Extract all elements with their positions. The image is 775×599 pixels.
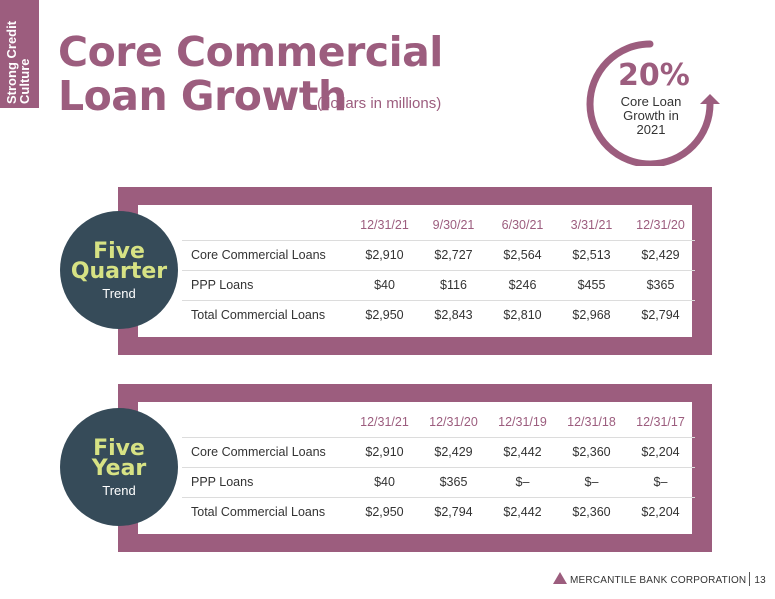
year-trend-badge: Five Year Trend bbox=[60, 408, 178, 526]
table-cell: $2,794 bbox=[419, 496, 488, 527]
table-header-row: 12/31/21 12/31/20 12/31/19 12/31/18 12/3… bbox=[182, 407, 695, 437]
table-cell: $2,794 bbox=[626, 299, 695, 330]
column-header: 3/31/21 bbox=[570, 217, 613, 232]
quarter-badge-line1: Five bbox=[93, 239, 145, 264]
table-cell: $455 bbox=[557, 269, 626, 300]
year-trend-table: 12/31/21 12/31/20 12/31/19 12/31/18 12/3… bbox=[182, 407, 695, 527]
header-spacer bbox=[182, 407, 350, 437]
column-header: 6/30/21 bbox=[501, 217, 544, 232]
table-header-row: 12/31/21 9/30/21 6/30/21 3/31/21 12/31/2… bbox=[182, 210, 695, 240]
table-cell: $2,360 bbox=[557, 496, 626, 527]
column-header: 12/31/21 bbox=[360, 217, 409, 232]
table-cell: $40 bbox=[350, 269, 419, 300]
table-row: Core Commercial Loans $2,910 $2,727 $2,5… bbox=[182, 239, 695, 270]
company-name: MERCANTILE BANK CORPORATION bbox=[570, 575, 747, 586]
table-row: Core Commercial Loans $2,910 $2,429 $2,4… bbox=[182, 436, 695, 467]
year-badge-line1: Five bbox=[93, 436, 145, 461]
table-cell: $– bbox=[626, 466, 695, 497]
table-cell: $2,564 bbox=[488, 239, 557, 270]
table-cell: $2,950 bbox=[350, 496, 419, 527]
table-cell: $116 bbox=[419, 269, 488, 300]
table-cell: $2,810 bbox=[488, 299, 557, 330]
table-cell: $2,968 bbox=[557, 299, 626, 330]
table-cell: $365 bbox=[626, 269, 695, 300]
header-spacer bbox=[182, 210, 350, 240]
row-label: Core Commercial Loans bbox=[182, 436, 350, 467]
page-subtitle: (dollars in millions) bbox=[317, 95, 442, 112]
table-cell: $2,727 bbox=[419, 239, 488, 270]
section-tab-label: Strong Credit Culture bbox=[4, 4, 32, 105]
table-cell: $– bbox=[557, 466, 626, 497]
table-cell: $246 bbox=[488, 269, 557, 300]
table-cell: $365 bbox=[419, 466, 488, 497]
footer-divider bbox=[749, 572, 751, 586]
column-header: 12/31/18 bbox=[567, 414, 616, 429]
row-label: PPP Loans bbox=[182, 269, 350, 300]
table-cell: $– bbox=[488, 466, 557, 497]
table-cell: $2,429 bbox=[626, 239, 695, 270]
year-badge-line3: Trend bbox=[102, 483, 136, 498]
growth-callout: 20% Core Loan Growth in 2021 bbox=[582, 36, 722, 166]
quarter-trend-table: 12/31/21 9/30/21 6/30/21 3/31/21 12/31/2… bbox=[182, 210, 695, 330]
column-header: 12/31/17 bbox=[636, 414, 685, 429]
row-label: Total Commercial Loans bbox=[182, 299, 350, 330]
row-label: PPP Loans bbox=[182, 466, 350, 497]
table-cell: $2,910 bbox=[350, 239, 419, 270]
table-cell: $2,429 bbox=[419, 436, 488, 467]
table-row: PPP Loans $40 $365 $– $– $– bbox=[182, 466, 695, 497]
page-title: Core Commercial Loan Growth bbox=[58, 30, 443, 118]
column-header: 12/31/19 bbox=[498, 414, 547, 429]
circular-arrow-icon bbox=[586, 40, 720, 166]
page-number: 13 bbox=[754, 575, 766, 586]
table-row: Total Commercial Loans $2,950 $2,843 $2,… bbox=[182, 299, 695, 330]
quarter-trend-badge: Five Quarter Trend bbox=[60, 211, 178, 329]
growth-percent: 20% bbox=[618, 58, 690, 93]
table-cell: $2,910 bbox=[350, 436, 419, 467]
column-header: 12/31/20 bbox=[429, 414, 478, 429]
table-row: Total Commercial Loans $2,950 $2,794 $2,… bbox=[182, 496, 695, 527]
table-cell: $2,204 bbox=[626, 436, 695, 467]
growth-caption-line3: 2021 bbox=[636, 122, 666, 137]
column-header: 12/31/20 bbox=[636, 217, 685, 232]
quarter-badge-line2: Quarter bbox=[70, 259, 168, 284]
row-label: Core Commercial Loans bbox=[182, 239, 350, 270]
table-cell: $2,360 bbox=[557, 436, 626, 467]
table-cell: $40 bbox=[350, 466, 419, 497]
table-row: PPP Loans $40 $116 $246 $455 $365 bbox=[182, 269, 695, 300]
table-cell: $2,513 bbox=[557, 239, 626, 270]
table-cell: $2,204 bbox=[626, 496, 695, 527]
quarter-badge-line3: Trend bbox=[102, 286, 136, 301]
footer: MERCANTILE BANK CORPORATION 13 bbox=[553, 572, 766, 586]
page-title-line1: Core Commercial bbox=[58, 28, 443, 76]
page-title-line2: Loan Growth bbox=[58, 72, 347, 120]
company-logo-icon bbox=[553, 572, 567, 584]
table-cell: $2,950 bbox=[350, 299, 419, 330]
table-cell: $2,442 bbox=[488, 436, 557, 467]
section-tab: Strong Credit Culture bbox=[0, 0, 39, 108]
growth-caption-line1: Core Loan bbox=[620, 94, 682, 109]
table-cell: $2,843 bbox=[419, 299, 488, 330]
year-badge-line2: Year bbox=[91, 456, 147, 481]
growth-caption-line2: Growth in bbox=[623, 108, 679, 123]
column-header: 12/31/21 bbox=[360, 414, 409, 429]
row-label: Total Commercial Loans bbox=[182, 496, 350, 527]
section-tab-line2: Culture bbox=[17, 58, 32, 105]
column-header: 9/30/21 bbox=[432, 217, 475, 232]
table-cell: $2,442 bbox=[488, 496, 557, 527]
growth-caption: Core Loan Growth in 2021 bbox=[608, 95, 694, 137]
